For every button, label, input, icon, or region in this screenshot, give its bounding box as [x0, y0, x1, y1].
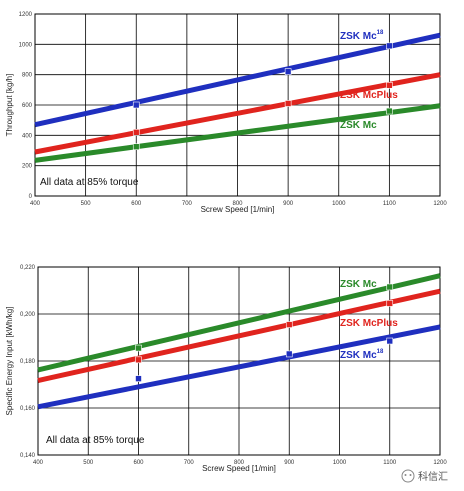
data-point: [132, 101, 140, 109]
series-label-text: ZSK Mc: [340, 120, 377, 131]
data-point: [132, 143, 140, 151]
wechat-icon: [401, 469, 415, 483]
data-point: [135, 356, 142, 364]
torque-note: All data at 85% torque: [46, 435, 145, 446]
x-tick-label: 600: [131, 201, 142, 207]
data-point: [386, 300, 394, 307]
data-point: [386, 283, 394, 291]
data-point: [285, 350, 293, 358]
data-point: [284, 100, 292, 107]
data-point: [135, 344, 142, 352]
x-tick-label: 1000: [333, 460, 347, 466]
series-label-superscript: 18: [377, 30, 384, 36]
series-label: ZSK Mc: [340, 279, 377, 290]
x-tick-label: 400: [33, 460, 44, 466]
x-tick-label: 1100: [383, 201, 397, 207]
watermark: 科信汇: [401, 469, 448, 483]
x-tick-label: 1200: [433, 460, 447, 466]
y-tick-label: 400: [22, 133, 33, 139]
series-line: [37, 288, 441, 383]
series-label-superscript: 18: [377, 349, 384, 355]
energy-chart: 400 500 600 700 800 900 1000 1100 1200 0,140 0,160…: [5, 265, 447, 473]
x-tick-label: 600: [133, 460, 144, 466]
series-line: [37, 273, 441, 373]
throughput-chart: 400 500 600 700 800 900 1000 1100 1200 0 200 400 600…: [5, 12, 447, 214]
x-tick-label: 1100: [383, 460, 397, 466]
y-tick-label: 0,160: [20, 406, 36, 412]
series-label-text: ZSK Mc: [340, 279, 377, 290]
x-axis-title: Screw Speed [1/min]: [201, 205, 275, 214]
y-tick-label: 0,220: [20, 265, 36, 271]
x-tick-label: 900: [284, 460, 295, 466]
watermark-text: 科信汇: [418, 470, 448, 483]
series-line: [34, 32, 441, 128]
series-label: ZSK McPlus: [340, 318, 398, 329]
data-point: [386, 337, 394, 345]
x-tick-label: 700: [182, 201, 193, 207]
series-line: [34, 72, 441, 155]
data-point: [284, 68, 292, 75]
x-tick-label: 700: [184, 460, 195, 466]
x-tick-label: 1200: [433, 201, 447, 207]
y-tick-label: 0: [29, 194, 33, 200]
y-tick-label: 0,200: [20, 312, 36, 318]
series-label: ZSK McPlus: [340, 90, 398, 101]
x-tick-label: 1000: [332, 201, 346, 207]
data-point: [386, 42, 393, 50]
series-line: [37, 324, 441, 410]
series-label: ZSK Mc18: [340, 30, 384, 42]
y-axis-title: Specific Energy Input [kWh/kg]: [5, 307, 14, 416]
series-line: [34, 103, 441, 163]
data-point: [386, 81, 393, 89]
series-label-text: ZSK Mc: [340, 350, 377, 361]
x-axis-title: Screw Speed [1/min]: [202, 464, 276, 473]
series-label: ZSK Mc18: [340, 349, 384, 361]
x-tick-label: 500: [81, 201, 92, 207]
y-tick-label: 1200: [19, 12, 33, 18]
y-tick-label: 0,180: [20, 359, 36, 365]
data-point: [285, 321, 293, 328]
y-tick-label: 600: [22, 103, 33, 109]
x-tick-label: 800: [232, 201, 243, 207]
data-point: [386, 107, 393, 115]
x-tick-label: 800: [234, 460, 245, 466]
torque-note: All data at 85% torque: [40, 177, 139, 188]
x-tick-label: 900: [283, 201, 294, 207]
y-tick-label: 800: [22, 73, 33, 79]
x-tick-label: 400: [30, 201, 41, 207]
series-label-text: ZSK Mc: [340, 31, 377, 42]
x-tick-label: 500: [83, 460, 94, 466]
series-label-text: ZSK McPlus: [340, 318, 398, 329]
data-point: [132, 129, 140, 136]
y-tick-label: 200: [22, 164, 33, 170]
series-label: ZSK Mc: [340, 120, 377, 131]
series-label-text: ZSK McPlus: [340, 90, 398, 101]
data-point: [135, 375, 142, 382]
y-axis-title: Throughput [kg/h]: [5, 74, 14, 137]
y-tick-label: 0,140: [20, 453, 36, 459]
y-tick-label: 1000: [19, 42, 33, 48]
